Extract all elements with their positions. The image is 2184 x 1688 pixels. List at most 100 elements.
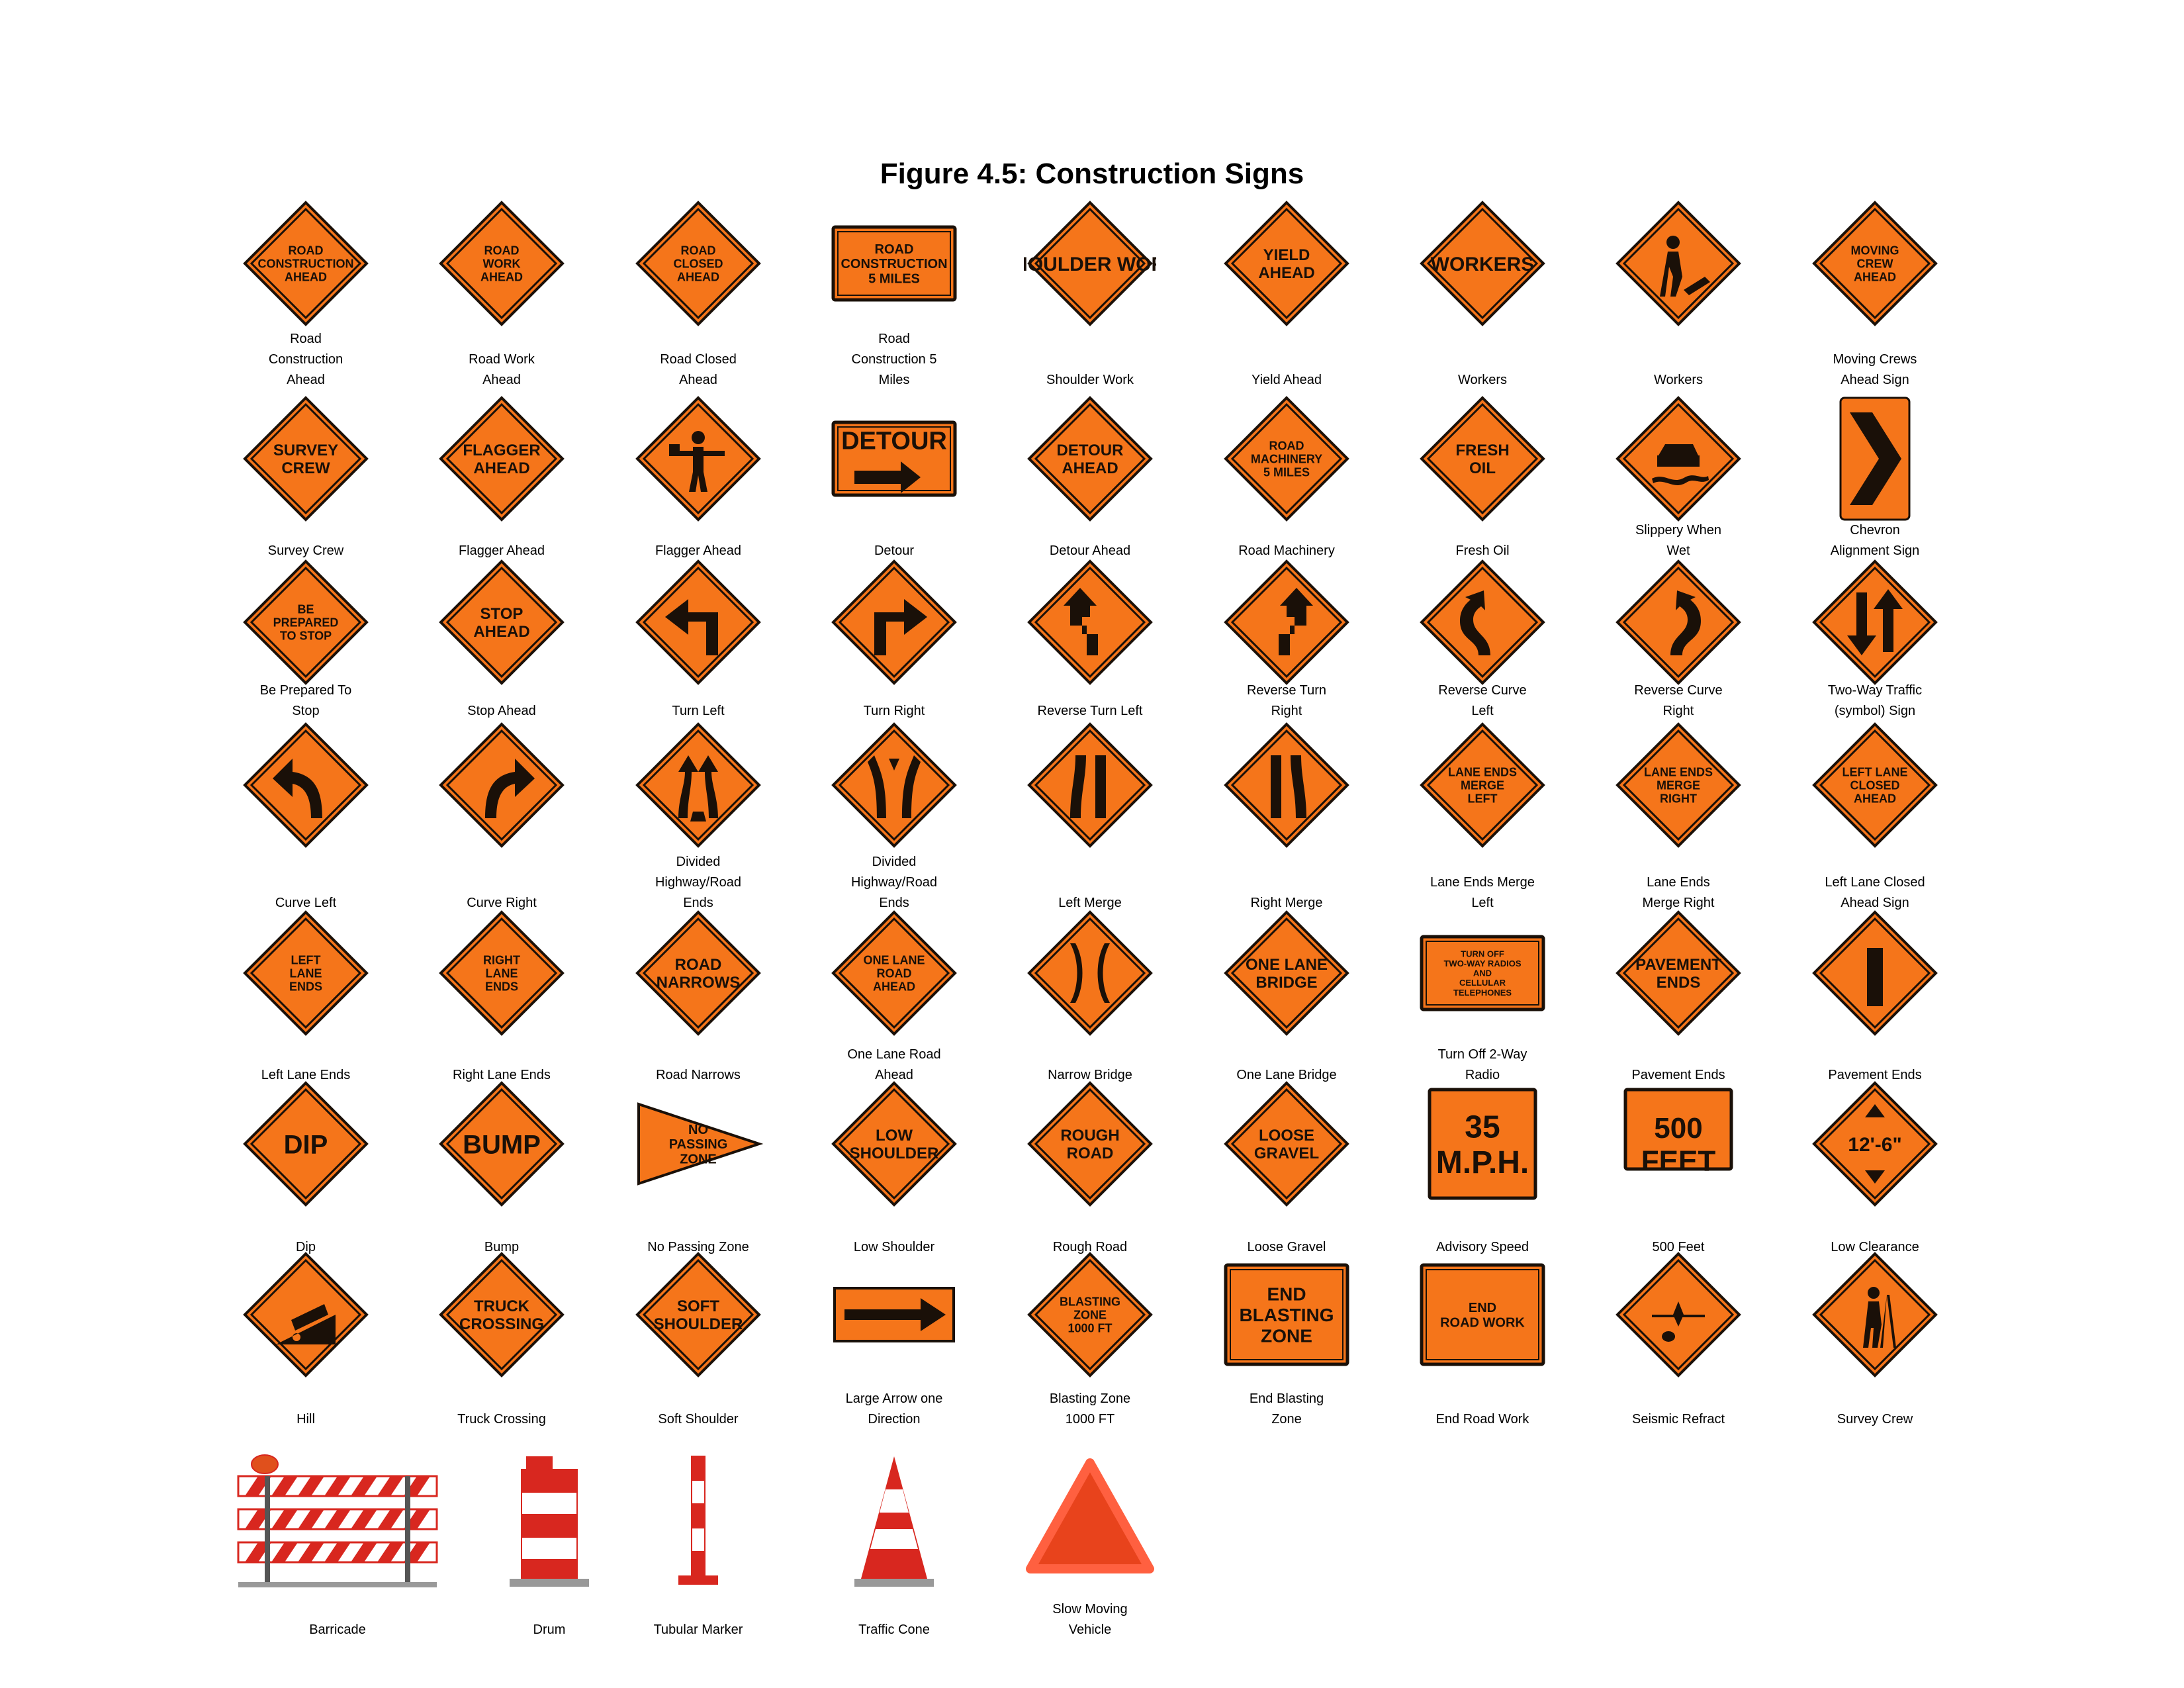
device-label: Tubular Marker xyxy=(653,1622,743,1637)
sign-text-line: CLOSED xyxy=(673,257,723,270)
device-cell: Traffic Cone xyxy=(788,1450,1000,1637)
sign-text-line: ENDS xyxy=(1657,974,1701,992)
sign-label: Right Lane Ends xyxy=(453,1068,551,1082)
sign-label: Narrow Bridge xyxy=(1048,1068,1132,1082)
sign-graphic xyxy=(1615,559,1741,685)
sign-label: Road Work Ahead xyxy=(469,352,535,387)
sign-text-line: LANE ENDS xyxy=(1448,765,1517,778)
sign-graphic xyxy=(1420,559,1545,685)
sign-graphic xyxy=(1812,1252,1938,1378)
sign-label: Low Clearance xyxy=(1831,1240,1919,1254)
sign-text-line: AHEAD xyxy=(1062,459,1118,477)
sign-label: Chevron Alignment Sign xyxy=(1830,523,1920,558)
right-arrow-icon xyxy=(854,461,921,493)
sign-text-line: ROAD xyxy=(877,966,912,980)
sign-text-line: NO xyxy=(688,1123,708,1137)
sign-label: Large Arrow one Direction xyxy=(845,1391,943,1427)
sign-text-line: NARROWS xyxy=(657,974,741,992)
sign-icon-wrap xyxy=(1579,197,1778,330)
sign-graphic xyxy=(831,559,957,685)
sign-text-line: YIELD xyxy=(1263,246,1310,264)
sign-icon-wrap: FLAGGER AHEAD xyxy=(402,393,601,525)
sign-icon-wrap: LEFT LANE CLOSED AHEAD xyxy=(1776,719,1974,851)
sign-graphic xyxy=(1027,722,1153,848)
sign-label: Turn Left xyxy=(672,704,725,718)
sign-text-line: WORK xyxy=(483,257,521,270)
sign-label: Divided Highway/Road Ends xyxy=(850,855,938,910)
sign-text-line: ROAD xyxy=(675,956,722,974)
sign-label: Detour Ahead xyxy=(1049,543,1131,558)
sign-icon-wrap: SOFT SHOULDER xyxy=(599,1248,797,1381)
sign-label: Divided Highway/Road Ends xyxy=(655,855,742,910)
sign-text-line: MERGE xyxy=(1461,778,1504,792)
sign-text-line: RIGHT xyxy=(483,953,520,966)
divided-highway-ends-symbol-icon xyxy=(868,755,921,818)
sign-text-line: DETOUR xyxy=(841,428,947,455)
device-label: Slow Moving Vehicle xyxy=(1052,1602,1128,1637)
sign-label: Road Machinery xyxy=(1238,543,1335,558)
sign-label: Low Shoulder xyxy=(853,1240,935,1254)
sign-graphic xyxy=(1027,910,1153,1036)
sign-text-line: LEFT xyxy=(291,953,321,966)
sign-icon-wrap xyxy=(599,393,797,525)
sign-text-line: SHOULDER xyxy=(850,1145,939,1162)
sign-text-line: ONE LANE xyxy=(1246,956,1328,974)
sign-text-line: AHEAD xyxy=(677,271,719,284)
sign-text-line: CROSSING xyxy=(459,1315,544,1333)
sign-text-line: ZONE xyxy=(680,1152,717,1167)
sign-text-line: ROUGH xyxy=(1060,1127,1119,1145)
sign-text-line: AND xyxy=(1473,968,1492,978)
sign-text-line: TWO-WAY RADIOS xyxy=(1443,959,1521,968)
sign-text-line: ROAD WORK xyxy=(1440,1315,1525,1330)
sign-text-line: RIGHT xyxy=(1660,792,1697,806)
sign-icon-wrap: ONE LANE BRIDGE xyxy=(1187,907,1386,1039)
sign-text-line: DETOUR xyxy=(1057,442,1124,459)
sign-text-line: CONSTRUCTION xyxy=(258,257,354,270)
sign-icon-wrap: LEFT LANE ENDS xyxy=(206,907,405,1039)
sign-icon-wrap xyxy=(991,907,1189,1039)
device-cell: Slow Moving Vehicle xyxy=(984,1450,1196,1637)
sign-label: Soft Shoulder xyxy=(658,1412,739,1427)
sign-label: Fresh Oil xyxy=(1455,543,1510,558)
sign-text-line: 35 xyxy=(1465,1109,1500,1145)
sign-text-line: LANE xyxy=(486,966,518,980)
sign-icon-wrap xyxy=(1776,1248,1974,1381)
sign-graphic xyxy=(1615,396,1741,522)
sign-icon-wrap xyxy=(1579,393,1778,525)
device-label: Traffic Cone xyxy=(858,1622,930,1637)
sign-text-line: ONE LANE xyxy=(863,953,925,966)
sign-icon-wrap: SURVEY CREW xyxy=(206,393,405,525)
sign-graphic: BUMP xyxy=(439,1081,565,1207)
sign-text-line: MACHINERY xyxy=(1251,452,1322,465)
sign-icon-wrap xyxy=(1776,907,1974,1039)
turn-right-arrow-icon xyxy=(874,599,927,655)
sign-label: Reverse Curve Left xyxy=(1438,683,1527,718)
sign-icon-wrap xyxy=(1776,556,1974,688)
turn-left-arrow-icon xyxy=(665,599,718,655)
sign-icon-wrap: TURN OFF TWO-WAY RADIOS AND CELLULAR TELEPHO… xyxy=(1383,907,1582,1039)
sign-label: Road Closed Ahead xyxy=(660,352,737,387)
sign-text-line: PREPARED xyxy=(273,616,339,629)
sign-graphic xyxy=(1812,910,1938,1036)
sign-label: Be Prepared To Stop xyxy=(259,683,352,718)
hill-truck-symbol-icon xyxy=(276,1304,336,1344)
sign-text-line: ROAD xyxy=(875,242,914,257)
sign-text-line: ROAD xyxy=(1067,1145,1114,1162)
sign-label: No Passing Zone xyxy=(647,1240,749,1254)
sign-icon-wrap: TRUCK CROSSING xyxy=(402,1248,601,1381)
sign-text-line: ZONE xyxy=(1073,1308,1107,1321)
sign-label: Blasting Zone 1000 FT xyxy=(1049,1391,1131,1427)
sign-text-line: M.P.H. xyxy=(1436,1145,1529,1180)
sign-icon-wrap: YIELD AHEAD xyxy=(1187,197,1386,330)
worker-symbol-icon xyxy=(1660,236,1710,297)
